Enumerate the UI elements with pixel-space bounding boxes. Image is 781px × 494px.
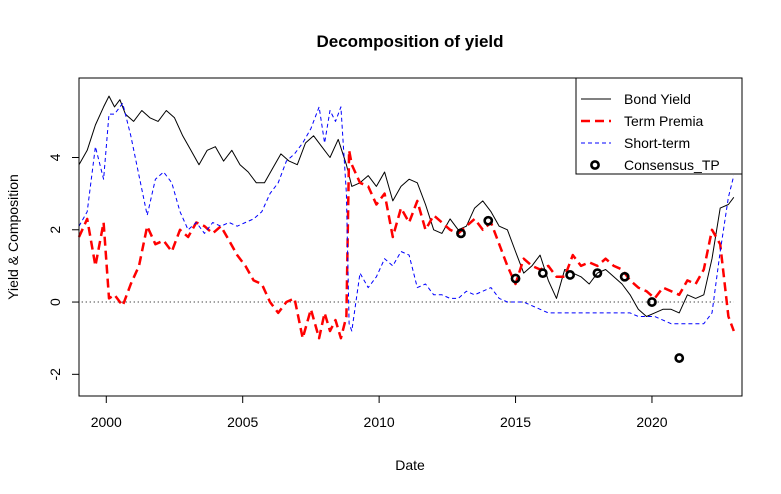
y-axis: -2 0 2 4: [47, 153, 80, 381]
y-axis-label: Yield & Composition: [5, 174, 21, 300]
legend: Bond Yield Term Premia Short-term Consensus…: [575, 77, 743, 175]
x-tick-label: 2005: [227, 414, 258, 430]
legend-label-consensus-tp: Consensus_TP: [624, 157, 720, 173]
x-axis-label: Date: [395, 457, 425, 473]
x-tick-label: 2000: [91, 414, 122, 430]
series-point-consensus-tp: [456, 228, 466, 239]
legend-box: [575, 77, 743, 175]
y-tick-label: 0: [47, 298, 63, 306]
plot-area: [77, 95, 735, 363]
x-tick-label: 2020: [636, 414, 667, 430]
y-tick-label: 2: [47, 226, 63, 234]
series-line-short-term: [78, 102, 735, 332]
series-point-consensus-tp: [592, 268, 603, 279]
legend-label-short-term: Short-term: [624, 135, 690, 151]
x-tick-label: 2015: [500, 414, 531, 430]
series-point-consensus-tp: [537, 268, 548, 279]
series-line-term-premia: [77, 149, 735, 340]
series-point-consensus-tp: [510, 273, 521, 284]
legend-swatch-consensus-tp: [590, 160, 600, 170]
x-tick-label: 2010: [364, 414, 395, 430]
x-axis: 2000 2005 2010 2015 2020: [91, 395, 668, 430]
series-point-consensus-tp: [674, 353, 685, 363]
legend-label-term-premia: Term Premia: [624, 113, 704, 129]
chart-title: Decomposition of yield: [316, 32, 503, 51]
y-tick-label: -2: [47, 368, 63, 381]
series-point-consensus-tp: [647, 297, 657, 307]
series-point-consensus-tp: [483, 215, 494, 226]
series-line-bond-yield: [78, 95, 735, 317]
series-point-consensus-tp: [565, 270, 576, 280]
series-point-consensus-tp: [619, 271, 630, 282]
y-tick-label: 4: [47, 153, 63, 161]
legend-label-bond-yield: Bond Yield: [624, 91, 691, 107]
